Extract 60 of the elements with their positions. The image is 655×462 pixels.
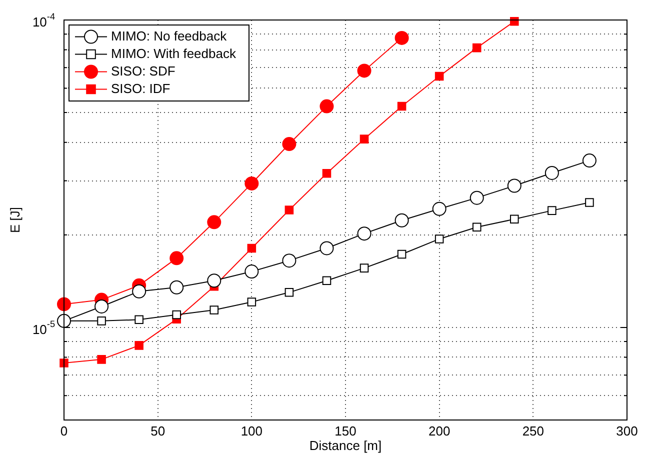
legend-label: MIMO: With feedback <box>111 46 236 61</box>
x-axis-title: Distance [m] <box>309 438 382 453</box>
point <box>247 298 256 306</box>
legend-label: SISO: IDF <box>111 80 170 96</box>
point <box>134 315 144 324</box>
point <box>548 206 556 215</box>
point <box>394 30 409 45</box>
point <box>472 43 482 52</box>
point <box>544 166 559 180</box>
point <box>210 306 219 314</box>
point <box>357 226 372 241</box>
point <box>357 64 372 78</box>
point <box>57 314 71 328</box>
point <box>397 102 406 111</box>
point <box>172 310 181 320</box>
point <box>282 137 296 152</box>
point <box>57 297 71 312</box>
point <box>282 254 296 268</box>
point <box>97 316 106 326</box>
x-tick-label: 0 <box>60 423 68 438</box>
point <box>322 276 332 286</box>
point <box>94 299 109 314</box>
x-tick-label: 50 <box>150 423 166 438</box>
point <box>244 176 259 190</box>
point <box>360 264 369 272</box>
point <box>320 99 334 114</box>
point <box>60 358 68 368</box>
point <box>284 288 294 297</box>
point <box>510 214 519 224</box>
point <box>170 280 184 294</box>
point <box>170 251 184 266</box>
legend-label: MIMO: No feedback <box>111 28 228 44</box>
point <box>132 284 146 298</box>
point <box>472 222 482 232</box>
point <box>397 250 406 259</box>
point <box>434 72 444 81</box>
point <box>470 190 484 205</box>
point <box>394 213 409 228</box>
x-tick-label: 200 <box>428 423 450 438</box>
point <box>360 134 369 144</box>
point <box>247 244 256 253</box>
point <box>432 202 446 216</box>
point <box>134 341 144 350</box>
point <box>434 234 444 244</box>
point <box>207 215 222 230</box>
x-tick-label: 250 <box>522 423 544 438</box>
point <box>284 206 294 214</box>
point <box>207 274 222 288</box>
legend-label: SISO: SDF <box>111 63 176 78</box>
point <box>585 198 594 207</box>
x-tick-label: 300 <box>616 423 638 438</box>
point <box>320 241 334 256</box>
point <box>97 355 106 364</box>
y-axis-title: E [J] <box>7 206 22 234</box>
point <box>244 264 259 279</box>
x-tick-label: 100 <box>240 423 263 438</box>
point <box>582 154 596 168</box>
x-tick-label: 150 <box>334 423 356 438</box>
point <box>507 178 522 193</box>
point <box>322 169 332 178</box>
